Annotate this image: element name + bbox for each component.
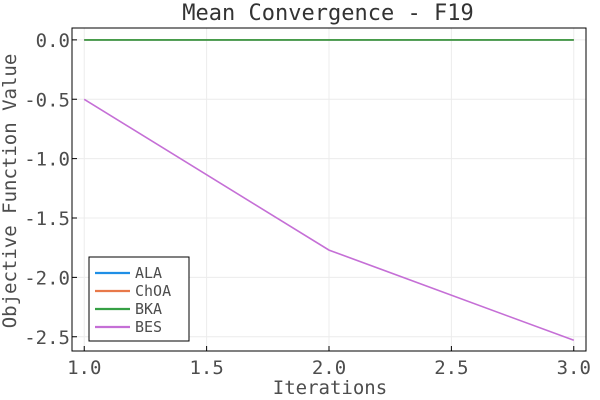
y-tick-label: 0.0 — [36, 30, 70, 52]
y-tick-label: -1.0 — [24, 149, 70, 171]
legend-label-bes: BES — [135, 318, 162, 336]
y-tick-label: -0.5 — [24, 89, 70, 111]
legend-label-choa: ChOA — [135, 282, 171, 300]
y-tick-label: -2.0 — [24, 267, 70, 289]
legend-label-ala: ALA — [135, 264, 162, 282]
legend-label-bka: BKA — [135, 300, 162, 318]
y-tick-label: -2.5 — [24, 327, 70, 349]
x-tick-label: 1.5 — [189, 357, 223, 379]
x-tick-label: 2.5 — [434, 357, 468, 379]
y-tick-label: -1.5 — [24, 208, 70, 230]
series-line-bes — [83, 98, 575, 342]
chart-title: Mean Convergence - F19 — [182, 1, 473, 26]
x-tick-label: 3.0 — [557, 357, 591, 379]
y-axis-label: Objective Function Value — [0, 54, 21, 329]
x-tick-label: 1.0 — [67, 357, 101, 379]
grid — [72, 28, 586, 351]
x-axis-label: Iterations — [273, 377, 387, 399]
ticks: 1.0 1.5 2.0 2.5 3.0 0.0 -0.5 -1.0 -1.5 -2.0 -2.5 — [24, 30, 591, 379]
series-lines — [83, 39, 575, 342]
x-tick-label: 2.0 — [312, 357, 346, 379]
